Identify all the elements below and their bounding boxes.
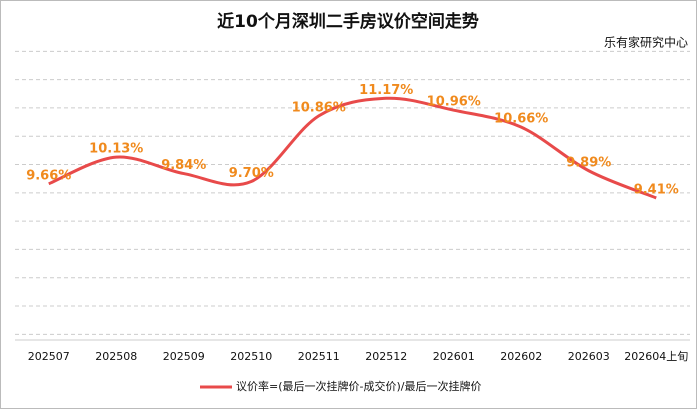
data-label: 9.41% bbox=[634, 182, 679, 197]
x-tick-label: 202507 bbox=[28, 350, 70, 363]
data-label: 10.86% bbox=[292, 100, 346, 115]
x-tick-label: 202603 bbox=[568, 350, 610, 363]
series-line bbox=[48, 96, 657, 200]
x-tick-label: 202604上旬 bbox=[624, 350, 688, 363]
x-tick-label: 202509 bbox=[163, 350, 205, 363]
data-label: 9.89% bbox=[566, 155, 611, 170]
x-tick-label: 202511 bbox=[298, 350, 340, 363]
data-label: 10.66% bbox=[494, 112, 548, 127]
x-tick-label: 202508 bbox=[95, 350, 137, 363]
data-label: 10.13% bbox=[89, 142, 143, 157]
data-label: 9.66% bbox=[26, 168, 71, 183]
chart-title: 近10个月深圳二手房议价空间走势 bbox=[217, 11, 479, 32]
legend-label: 议价率=(最后一次挂牌价-成交价)/最后一次挂牌价 bbox=[236, 379, 481, 393]
x-tick-label: 202512 bbox=[365, 350, 407, 363]
data-label: 11.17% bbox=[359, 83, 413, 98]
data-label: 10.96% bbox=[427, 95, 481, 110]
chart-subtitle: 乐有家研究中心 bbox=[604, 35, 688, 50]
data-label: 9.70% bbox=[229, 166, 274, 181]
data-label: 9.84% bbox=[161, 158, 206, 173]
x-tick-label: 202602 bbox=[500, 350, 542, 363]
x-tick-label: 202601 bbox=[433, 350, 475, 363]
x-tick-label: 202510 bbox=[230, 350, 272, 363]
